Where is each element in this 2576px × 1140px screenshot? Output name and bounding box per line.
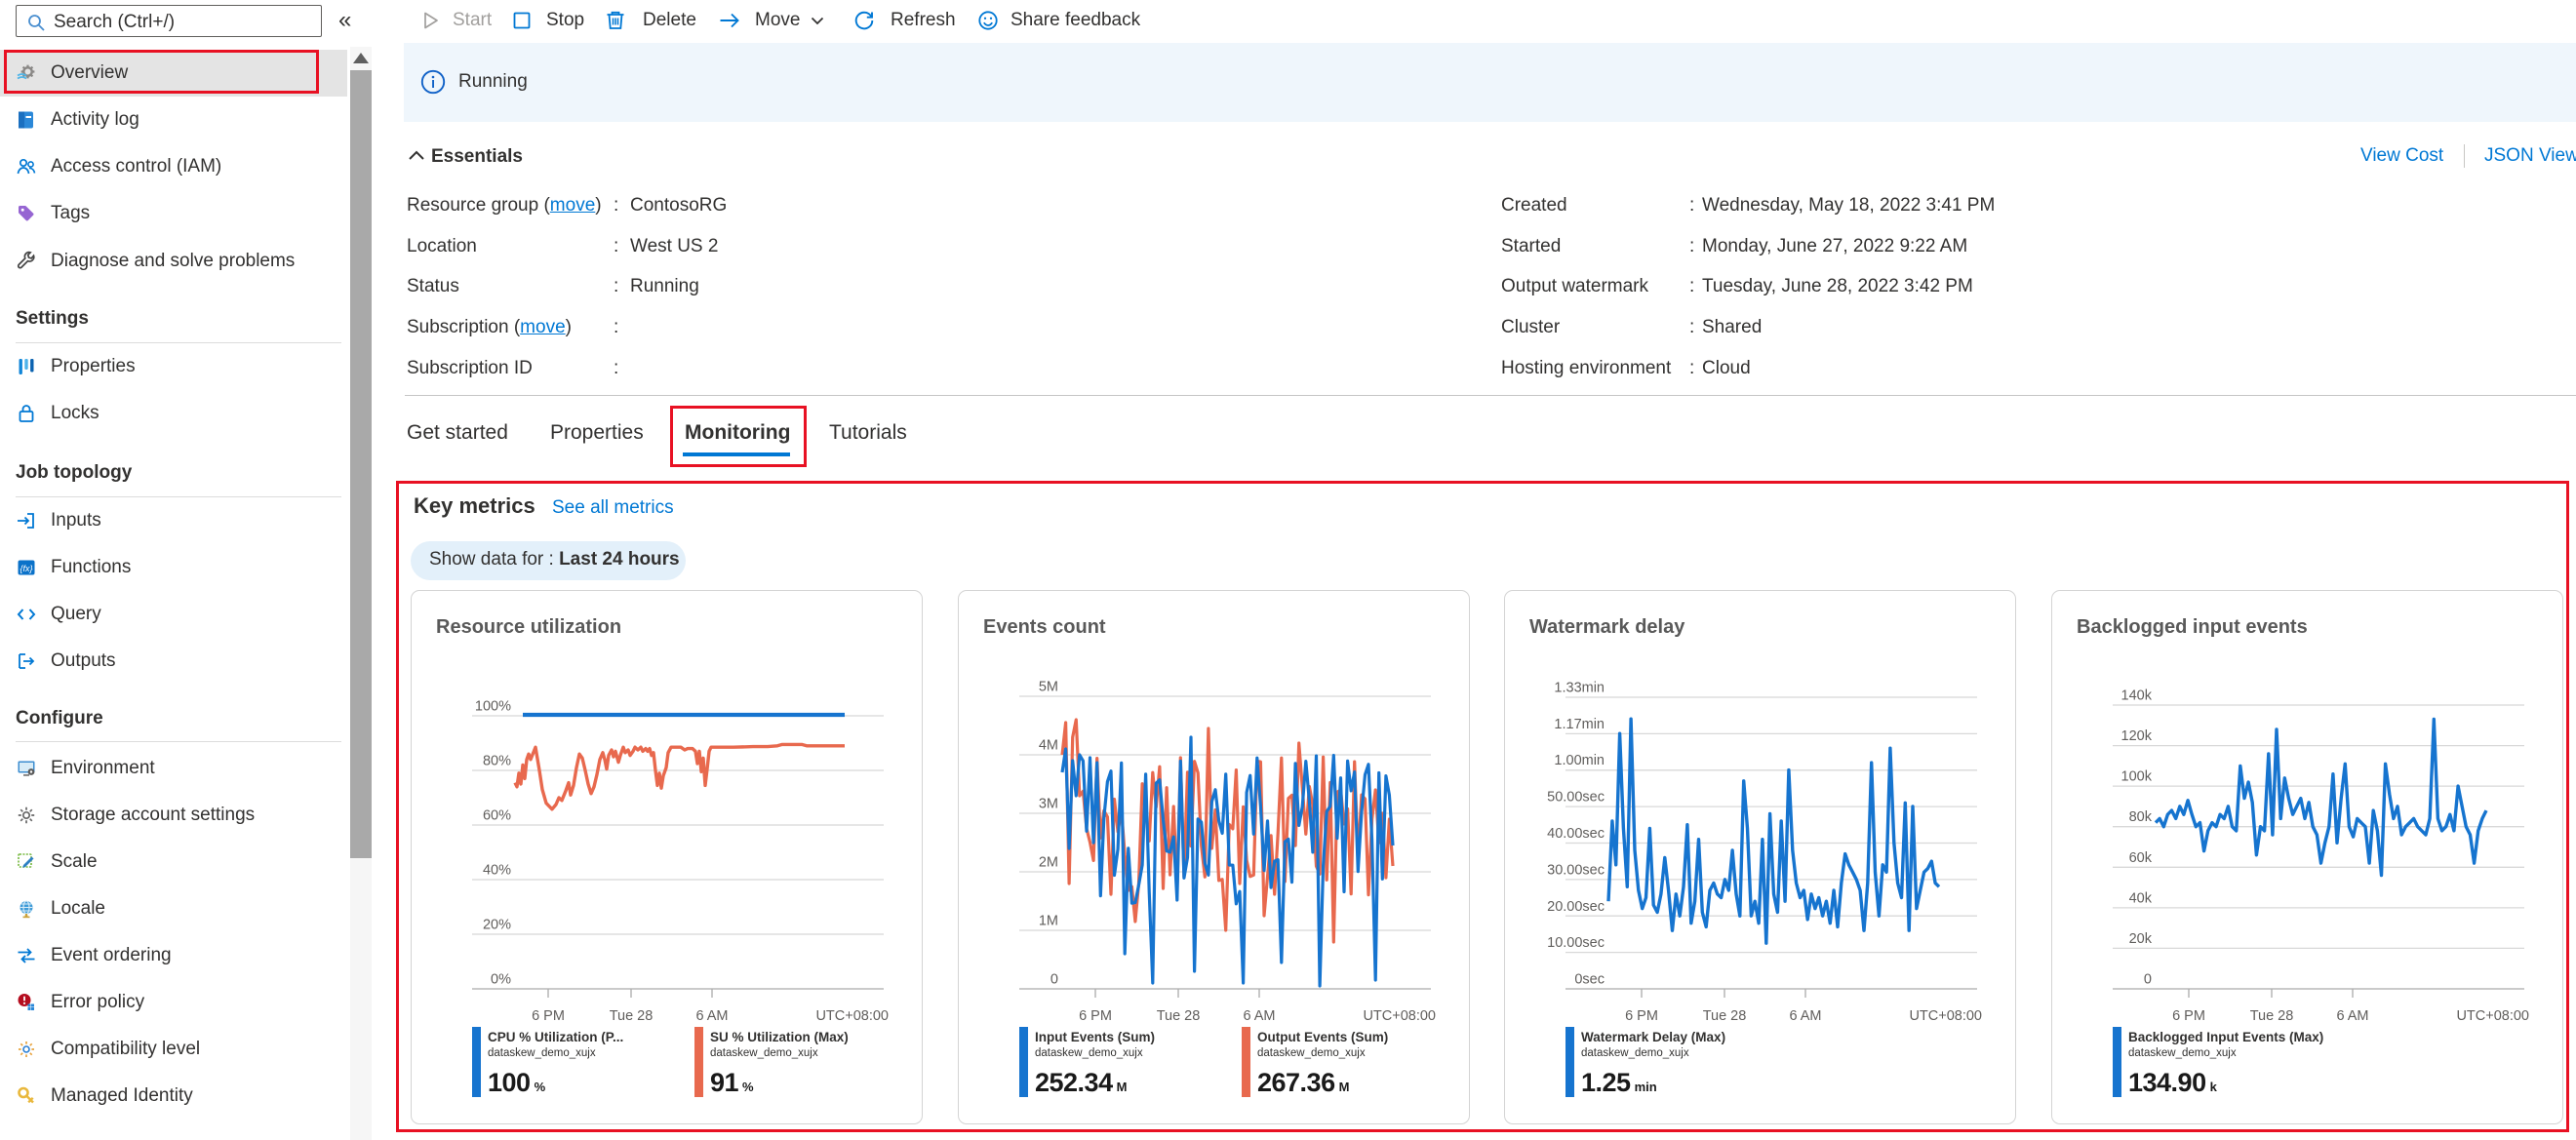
svg-text:6 PM: 6 PM	[532, 1008, 565, 1024]
svg-text:40.00sec: 40.00sec	[1547, 826, 1605, 842]
svg-text:Tue 28: Tue 28	[1703, 1008, 1747, 1024]
svg-text:UTC+08:00: UTC+08:00	[2456, 1008, 2529, 1024]
svg-text:6 AM: 6 AM	[695, 1008, 728, 1024]
svg-text:3M: 3M	[1039, 797, 1058, 812]
svg-text:80%: 80%	[483, 754, 511, 769]
svg-text:20%: 20%	[483, 918, 511, 933]
svg-text:Tue 28: Tue 28	[2250, 1008, 2294, 1024]
svg-text:0: 0	[2144, 972, 2152, 988]
svg-text:40%: 40%	[483, 863, 511, 879]
svg-text:10.00sec: 10.00sec	[1547, 935, 1605, 951]
svg-text:1.17min: 1.17min	[1554, 717, 1605, 732]
svg-text:6 AM: 6 AM	[1789, 1008, 1821, 1024]
svg-text:1M: 1M	[1039, 914, 1058, 929]
svg-text:140k: 140k	[2121, 688, 2153, 704]
svg-text:120k: 120k	[2121, 728, 2153, 744]
svg-text:2M: 2M	[1039, 855, 1058, 871]
svg-text:5M: 5M	[1039, 680, 1058, 695]
svg-text:6 AM: 6 AM	[2336, 1008, 2368, 1024]
svg-text:0%: 0%	[491, 972, 511, 988]
svg-text:40k: 40k	[2129, 890, 2153, 906]
svg-text:{fx}: {fx}	[20, 564, 32, 573]
svg-text:6 PM: 6 PM	[1625, 1008, 1658, 1024]
svg-text:100k: 100k	[2121, 769, 2153, 785]
svg-text:60%: 60%	[483, 808, 511, 824]
svg-text:80k: 80k	[2129, 809, 2153, 825]
svg-text:6 PM: 6 PM	[2172, 1008, 2205, 1024]
svg-text:20.00sec: 20.00sec	[1547, 899, 1605, 915]
svg-text:20k: 20k	[2129, 931, 2153, 947]
svg-text:4M: 4M	[1039, 738, 1058, 754]
svg-text:Tue 28: Tue 28	[610, 1008, 654, 1024]
svg-text:Tue 28: Tue 28	[1157, 1008, 1201, 1024]
svg-text:6 PM: 6 PM	[1079, 1008, 1112, 1024]
svg-text:1.00min: 1.00min	[1554, 753, 1605, 768]
svg-text:0: 0	[1050, 972, 1058, 988]
svg-text:60k: 60k	[2129, 850, 2153, 866]
svg-text:0sec: 0sec	[1574, 972, 1605, 988]
svg-text:UTC+08:00: UTC+08:00	[1363, 1008, 1436, 1024]
svg-text:50.00sec: 50.00sec	[1547, 790, 1605, 806]
svg-text:6 AM: 6 AM	[1243, 1008, 1275, 1024]
svg-text:100%: 100%	[475, 699, 511, 715]
svg-text:UTC+08:00: UTC+08:00	[1909, 1008, 1982, 1024]
svg-text:UTC+08:00: UTC+08:00	[815, 1008, 889, 1024]
svg-text:30.00sec: 30.00sec	[1547, 862, 1605, 878]
svg-text:1.33min: 1.33min	[1554, 681, 1605, 696]
